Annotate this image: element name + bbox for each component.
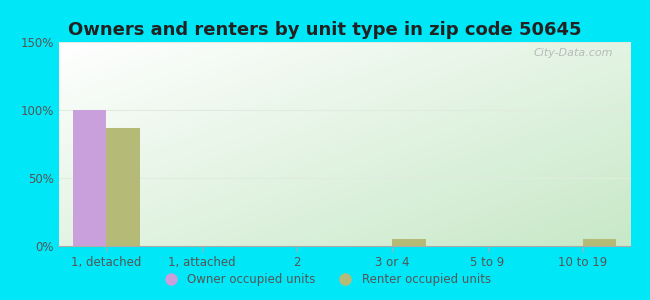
Bar — [583, 239, 616, 246]
Legend: Owner occupied units, Renter occupied units: Owner occupied units, Renter occupied un… — [154, 269, 496, 291]
Text: Owners and renters by unit type in zip code 50645: Owners and renters by unit type in zip c… — [68, 21, 582, 39]
Bar — [392, 239, 426, 246]
Bar — [106, 128, 140, 246]
Bar — [73, 110, 106, 246]
Text: City-Data.com: City-Data.com — [534, 48, 614, 58]
